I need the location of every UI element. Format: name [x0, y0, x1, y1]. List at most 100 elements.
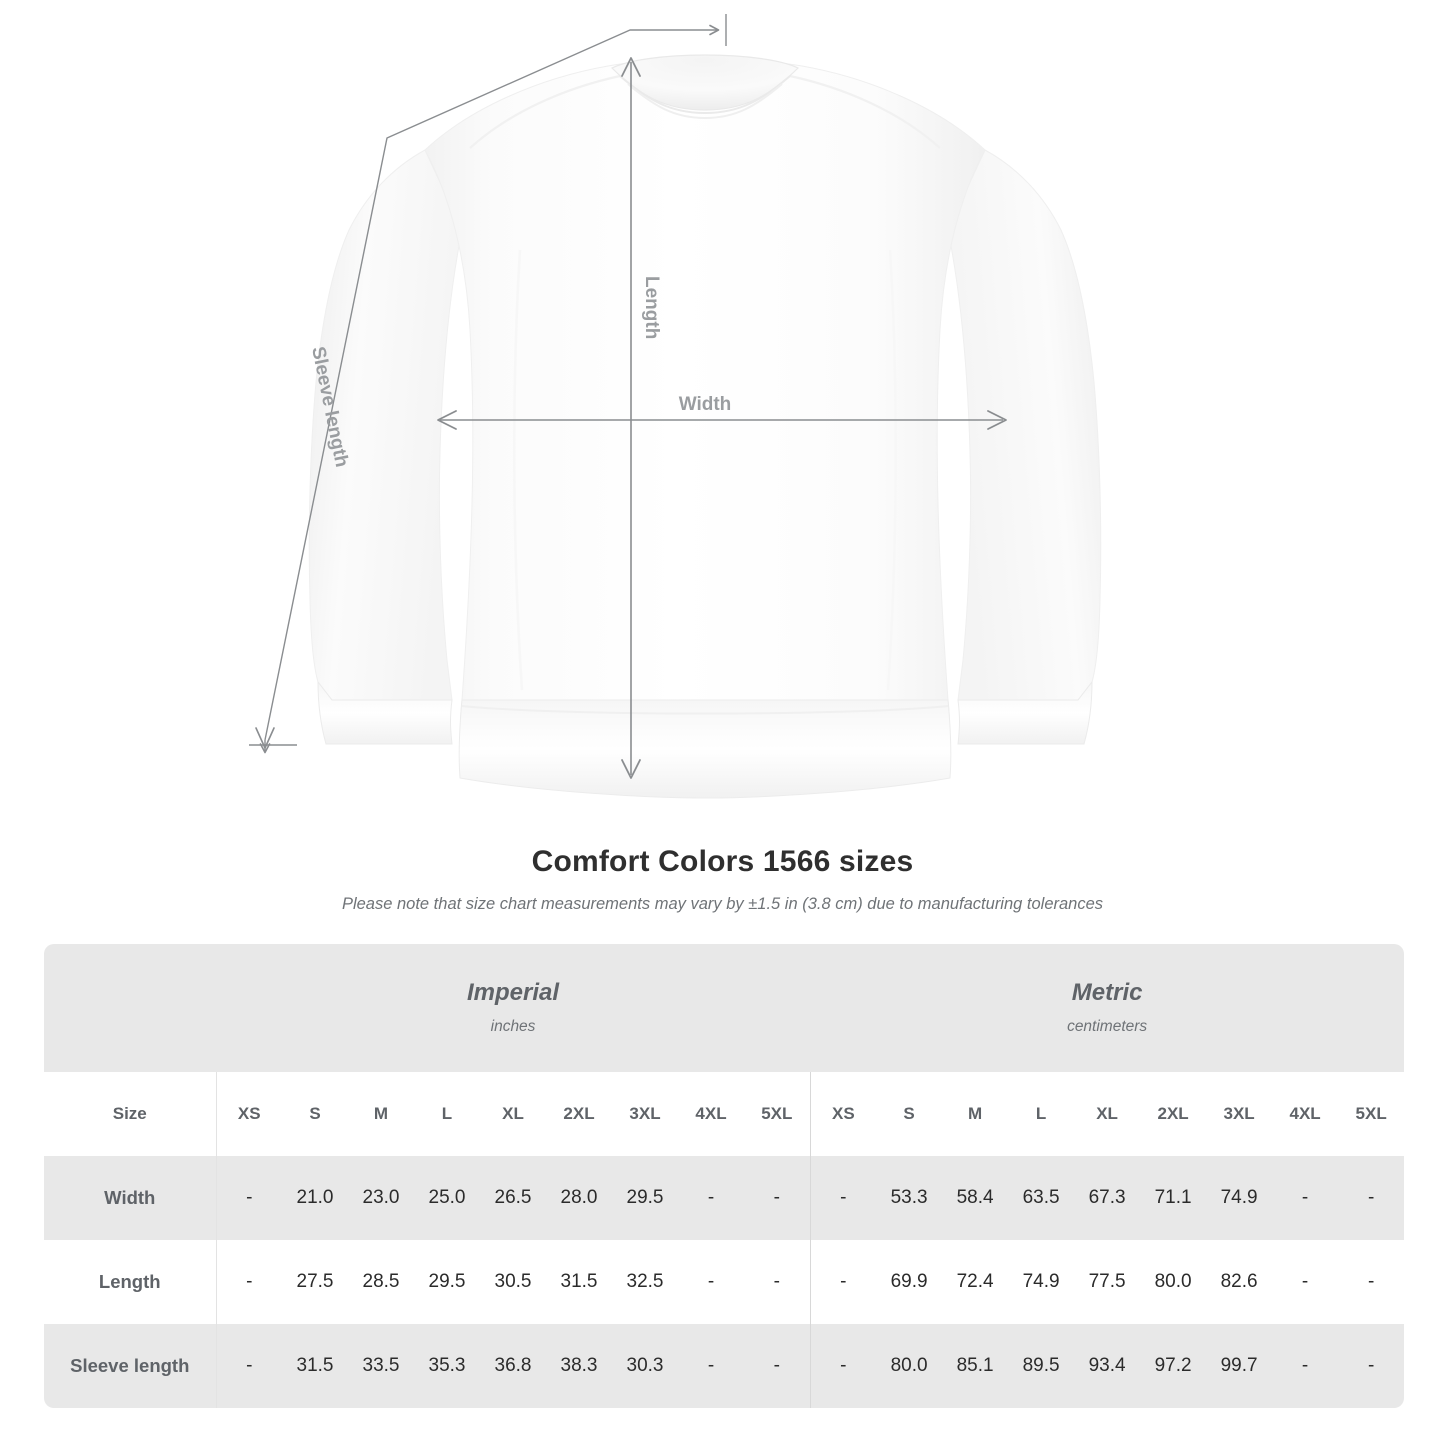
cell-width-metric-5xl: -	[1338, 1156, 1405, 1240]
cell-width-imperial-xl: 26.5	[480, 1156, 546, 1240]
cell-sleeve-imperial-5xl: -	[744, 1324, 811, 1408]
size-table: Imperial inches Metric centimeters Size …	[44, 944, 1405, 1408]
length-label: Length	[641, 276, 662, 339]
cell-sleeve-imperial-m: 33.5	[348, 1324, 414, 1408]
bottom-hem	[458, 699, 952, 799]
cell-length-imperial-2xl: 31.5	[546, 1240, 612, 1324]
header-metric-2xl: 2XL	[1140, 1072, 1207, 1156]
collar-inner-seam	[619, 75, 791, 115]
cell-sleeve-imperial-2xl: 38.3	[546, 1324, 612, 1408]
hem-seam	[461, 705, 949, 715]
header-metric-4xl: 4XL	[1272, 1072, 1339, 1156]
cell-sleeve-imperial-4xl: -	[678, 1324, 744, 1408]
cell-width-imperial-xs: -	[216, 1156, 282, 1240]
left-cuff	[317, 680, 453, 745]
width-label: Width	[679, 394, 732, 415]
cell-width-imperial-3xl: 29.5	[612, 1156, 678, 1240]
cell-length-imperial-s: 27.5	[282, 1240, 348, 1324]
cell-length-imperial-xs: -	[216, 1240, 282, 1324]
cell-width-imperial-5xl: -	[744, 1156, 811, 1240]
header-metric-xs: XS	[809, 1072, 877, 1156]
header-imperial-s: S	[282, 1072, 348, 1156]
left-sleeve	[308, 149, 463, 701]
unit-name-metric: Metric	[1071, 978, 1143, 1006]
table-row: Length - 27.5 28.5 29.5 30.5 31.5 32.5 -…	[44, 1240, 1405, 1324]
cell-length-metric-xs: -	[809, 1240, 877, 1324]
header-imperial-2xl: 2XL	[546, 1072, 612, 1156]
cell-sleeve-imperial-l: 35.3	[414, 1324, 480, 1408]
cell-width-imperial-m: 23.0	[348, 1156, 414, 1240]
unit-band-spacer	[44, 944, 216, 1072]
header-metric-s: S	[876, 1072, 943, 1156]
cell-length-metric-l: 74.9	[1008, 1240, 1075, 1324]
unit-section-imperial: Imperial inches	[216, 944, 811, 1072]
table-row: Sleeve length - 31.5 33.5 35.3 36.8 38.3…	[44, 1324, 1405, 1408]
cell-sleeve-metric-xl: 93.4	[1074, 1324, 1141, 1408]
cell-width-metric-4xl: -	[1272, 1156, 1339, 1240]
cell-sleeve-imperial-xl: 36.8	[480, 1324, 546, 1408]
header-imperial-xs: XS	[216, 1072, 282, 1156]
unit-sub-imperial: inches	[490, 1018, 536, 1036]
cell-length-metric-2xl: 80.0	[1140, 1240, 1207, 1324]
header-imperial-4xl: 4XL	[678, 1072, 744, 1156]
cell-sleeve-imperial-s: 31.5	[282, 1324, 348, 1408]
left-shoulder-seam	[469, 74, 621, 149]
cell-width-metric-3xl: 74.9	[1206, 1156, 1273, 1240]
cell-width-metric-l: 63.5	[1008, 1156, 1075, 1240]
unit-name-imperial: Imperial	[467, 978, 560, 1006]
cell-width-metric-2xl: 71.1	[1140, 1156, 1207, 1240]
cell-sleeve-imperial-3xl: 30.3	[612, 1324, 678, 1408]
cell-length-metric-3xl: 82.6	[1206, 1240, 1273, 1324]
cell-length-imperial-l: 29.5	[414, 1240, 480, 1324]
cell-width-metric-m: 58.4	[942, 1156, 1009, 1240]
collar	[610, 54, 800, 111]
cell-length-imperial-xl: 30.5	[480, 1240, 546, 1324]
length-measure	[621, 57, 641, 779]
cell-sleeve-metric-4xl: -	[1272, 1324, 1339, 1408]
garment-diagram: Length Width Sleeve length	[249, 14, 1102, 799]
header-imperial-5xl: 5XL	[744, 1072, 811, 1156]
cell-width-imperial-l: 25.0	[414, 1156, 480, 1240]
cell-width-metric-xs: -	[809, 1156, 877, 1240]
unit-band-row: Imperial inches Metric centimeters	[44, 944, 1405, 1072]
header-imperial-m: M	[348, 1072, 414, 1156]
heading-block: Comfort Colors 1566 sizes Please note th…	[0, 845, 1445, 914]
size-header-row: Size XS S M L XL 2XL 3XL 4XL 5XL XS S M …	[44, 1072, 1405, 1156]
table-row: Width - 21.0 23.0 25.0 26.5 28.0 29.5 - …	[44, 1156, 1405, 1240]
row-label-sleeve-length: Sleeve length	[44, 1324, 217, 1408]
header-metric-xl: XL	[1074, 1072, 1141, 1156]
cell-length-metric-4xl: -	[1272, 1240, 1339, 1324]
cell-width-metric-xl: 67.3	[1074, 1156, 1141, 1240]
header-imperial-xl: XL	[480, 1072, 546, 1156]
cell-sleeve-metric-3xl: 99.7	[1206, 1324, 1273, 1408]
tolerance-note: Please note that size chart measurements…	[341, 895, 1104, 913]
cell-sleeve-metric-2xl: 97.2	[1140, 1324, 1207, 1408]
fabric-fold-left	[512, 249, 524, 691]
cell-sleeve-metric-s: 80.0	[876, 1324, 943, 1408]
unit-sub-metric: centimeters	[1067, 1018, 1148, 1036]
sleeve-length-measure	[249, 14, 727, 754]
cell-length-metric-s: 69.9	[876, 1240, 943, 1324]
row-label-width: Width	[44, 1156, 217, 1240]
header-imperial-3xl: 3XL	[612, 1072, 678, 1156]
cell-length-metric-5xl: -	[1338, 1240, 1405, 1324]
cell-length-imperial-4xl: -	[678, 1240, 744, 1324]
cell-sleeve-imperial-xs: -	[216, 1324, 282, 1408]
right-shoulder-seam	[789, 74, 941, 149]
unit-section-metric: Metric centimeters	[810, 944, 1405, 1072]
header-metric-m: M	[942, 1072, 1009, 1156]
cell-sleeve-metric-l: 89.5	[1008, 1324, 1075, 1408]
cell-width-imperial-2xl: 28.0	[546, 1156, 612, 1240]
cell-length-metric-m: 72.4	[942, 1240, 1009, 1324]
header-metric-l: L	[1008, 1072, 1075, 1156]
header-imperial-l: L	[414, 1072, 480, 1156]
row-label-length: Length	[44, 1240, 217, 1324]
cell-length-imperial-m: 28.5	[348, 1240, 414, 1324]
collar-stitch	[627, 83, 783, 120]
cell-sleeve-metric-m: 85.1	[942, 1324, 1009, 1408]
cell-sleeve-metric-5xl: -	[1338, 1324, 1405, 1408]
cell-width-imperial-s: 21.0	[282, 1156, 348, 1240]
right-cuff	[957, 680, 1093, 745]
header-metric-5xl: 5XL	[1338, 1072, 1405, 1156]
